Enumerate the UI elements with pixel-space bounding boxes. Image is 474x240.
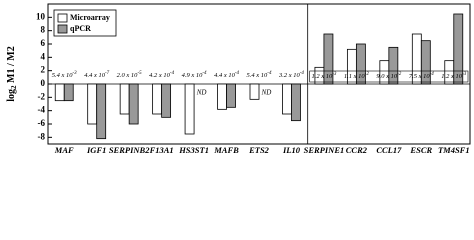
y-tick-label: -8 bbox=[38, 131, 46, 141]
bar bbox=[453, 13, 464, 85]
annotation: 5.4 x 10-4 bbox=[247, 71, 272, 79]
annotation-base: 4.9 x 10 bbox=[182, 72, 204, 79]
bar bbox=[323, 33, 334, 85]
y-tick-label: -4 bbox=[38, 105, 46, 115]
bar bbox=[161, 83, 172, 118]
x-tick-label: MAFB bbox=[213, 145, 239, 155]
annotation-exp: -4 bbox=[202, 71, 207, 76]
bar bbox=[444, 60, 455, 85]
annotation: 7.5 x 10-4 bbox=[409, 72, 434, 80]
bar bbox=[388, 46, 399, 85]
bar bbox=[217, 83, 227, 110]
bar bbox=[282, 83, 292, 115]
x-tick-label: IGF1 bbox=[86, 145, 106, 155]
y-tick-label: 8 bbox=[41, 25, 46, 35]
annotation-base: 4.4 x 10 bbox=[214, 72, 236, 79]
y-tick-label: 2 bbox=[41, 65, 46, 75]
annotation: 1.2 x 10-3 bbox=[311, 72, 336, 80]
bar bbox=[96, 83, 107, 140]
x-tick-label: F13A1 bbox=[149, 145, 174, 155]
annotation-exp: -3 bbox=[462, 72, 467, 77]
y-tick-label: 0 bbox=[41, 78, 46, 88]
x-tick-label: CCL17 bbox=[376, 145, 402, 155]
x-tick-label: IL10 bbox=[282, 145, 301, 155]
x-tick-label: TM4SF1 bbox=[438, 145, 470, 155]
annotation: 4.4 x 10-7 bbox=[84, 71, 109, 79]
y-tick-label: 6 bbox=[41, 38, 46, 48]
x-tick-label: SERPINB2 bbox=[109, 145, 150, 155]
annotation-base: 9.0 x 10 bbox=[376, 73, 398, 80]
bar bbox=[226, 83, 236, 108]
bar bbox=[355, 43, 366, 85]
x-tick-label: SERPINE1 bbox=[304, 145, 345, 155]
annotation-base: 4.4 x 10 bbox=[84, 72, 106, 79]
annotation: 9.0 x 10-2 bbox=[376, 72, 401, 80]
annotation-exp: -3 bbox=[73, 71, 78, 76]
bar bbox=[420, 40, 431, 85]
annotation-base: 3.2 x 10 bbox=[278, 72, 301, 79]
x-tick-label: HS3ST1 bbox=[178, 145, 209, 155]
annotation-exp: -3 bbox=[332, 72, 337, 77]
y-tick-label: 4 bbox=[41, 51, 46, 61]
legend-label: qPCR bbox=[70, 24, 91, 33]
missing-label: ND bbox=[261, 89, 272, 97]
bar bbox=[54, 83, 65, 102]
bar bbox=[152, 83, 163, 115]
legend-label: Microarray bbox=[70, 13, 110, 22]
annotation: 2.0 x 10-5 bbox=[117, 71, 142, 79]
annotation-base: 5.4 x 10 bbox=[52, 72, 74, 79]
annotation-exp: -4 bbox=[267, 71, 272, 76]
annotation-base: 4.2 x 10 bbox=[149, 72, 171, 79]
bar bbox=[184, 83, 195, 135]
annotation-base: 5.4 x 10 bbox=[247, 72, 269, 79]
bar bbox=[291, 83, 301, 122]
annotation-base: 2.0 x 10 bbox=[117, 72, 139, 79]
annotation: 4.2 x 10-4 bbox=[149, 71, 174, 79]
annotation-exp: -4 bbox=[430, 72, 435, 77]
annotation-base: 1.2 x 10 bbox=[441, 73, 463, 80]
annotation-exp: -4 bbox=[300, 71, 305, 76]
bar bbox=[128, 83, 139, 125]
annotation: 4.9 x 10-4 bbox=[182, 71, 207, 79]
x-tick-label: CCR2 bbox=[346, 145, 368, 155]
bar bbox=[87, 83, 98, 125]
annotation: 4.4 x 10-4 bbox=[214, 71, 239, 79]
bar bbox=[63, 83, 74, 102]
x-tick-label: ESCR bbox=[409, 145, 432, 155]
annotation-exp: -4 bbox=[170, 71, 175, 76]
annotation-exp: -2 bbox=[397, 72, 402, 77]
annotation: 3.2 x 10-4 bbox=[278, 71, 304, 79]
x-tick-label: ETS2 bbox=[248, 145, 270, 155]
annotation-base: 7.5 x 10 bbox=[409, 73, 431, 80]
bar bbox=[249, 83, 260, 100]
annotation-exp: -7 bbox=[105, 71, 110, 76]
annotation-box bbox=[309, 70, 469, 83]
legend-swatch bbox=[57, 24, 68, 34]
annotation-base: 1.2 x 10 bbox=[311, 73, 333, 80]
missing-label: ND bbox=[196, 89, 207, 97]
annotation-exp: -4 bbox=[235, 71, 240, 76]
y-tick-label: -2 bbox=[38, 91, 46, 101]
annotation-exp: -5 bbox=[137, 71, 142, 76]
y-tick-label: 10 bbox=[36, 11, 46, 21]
annotation: 1.1 x 10-2 bbox=[344, 72, 369, 80]
annotation-exp: -2 bbox=[365, 72, 370, 77]
annotation: 5.4 x 10-3 bbox=[52, 71, 77, 79]
y-axis-label: log2 M1 / M2 bbox=[6, 46, 17, 101]
annotation-base: 1.1 x 10 bbox=[344, 73, 366, 80]
legend-swatch bbox=[57, 13, 68, 23]
y-tick-label: -6 bbox=[38, 118, 46, 128]
bar bbox=[379, 60, 390, 85]
plot-frame bbox=[47, 3, 471, 145]
bar bbox=[119, 83, 130, 115]
annotation: 1.2 x 10-3 bbox=[441, 72, 466, 80]
x-tick-label: MAF bbox=[54, 145, 74, 155]
